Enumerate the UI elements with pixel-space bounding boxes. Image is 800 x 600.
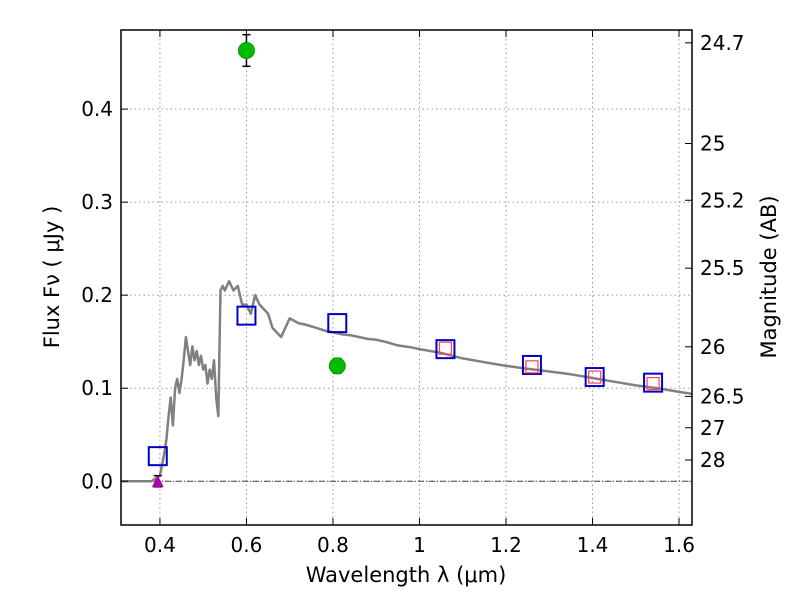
model-spectrum [121,279,693,483]
data-layer [121,33,693,488]
right-tick-label: 28 [700,448,725,472]
right-tick-label: 25 [700,132,725,156]
x-tick-label: 0.6 [231,533,263,557]
y-tick-label: 0.2 [81,283,113,307]
observed-point [438,341,453,355]
model-point [147,446,168,467]
observed-point [525,360,539,374]
model-synthetic-photometry [147,305,664,467]
plot-frame [120,29,693,526]
model-point [521,354,542,375]
detection-point [328,357,346,375]
y-tick-label: 0.3 [81,190,113,214]
upper-limit [151,474,164,488]
y-tick-label: 0.1 [81,376,113,400]
x-tick-label: 1.4 [577,533,609,557]
x-tick-label: 0.8 [317,533,349,557]
observed-point [646,376,660,391]
model-point [435,339,456,360]
observed-photometry [438,341,660,391]
right-axis-label: Magnitude (AB) [757,195,781,358]
y-axis-label: Flux Fν ( μJy ) [40,206,64,349]
y-tick-label: 0.0 [81,469,113,493]
x-axis-label: Wavelength λ (μm) [306,563,507,587]
model-point [643,372,664,393]
model-point [236,305,257,326]
right-tick-label: 25.5 [700,256,745,280]
right-tick-label: 25.2 [700,188,745,212]
x-tick-label: 1.2 [490,533,522,557]
detection-point [237,41,255,59]
model-point [584,367,605,388]
axes-ticks: 0.4 0.6 0.8 1 1.2 1.4 1.6 0.0 0.1 0.2 0.3 0.4 24.7 25… [81,30,745,557]
model-point [327,313,348,334]
x-tick-label: 0.4 [144,533,176,557]
upper-limit-point [151,475,164,488]
right-tick-label: 27 [700,416,725,440]
x-tick-label: 1.6 [663,533,695,557]
measured-detections [237,33,346,375]
right-tick-label: 26.5 [700,384,745,408]
x-tick-label: 1 [413,533,426,557]
right-tick-label: 24.7 [700,31,745,55]
right-tick-label: 26 [700,335,725,359]
spectrum-line [121,279,693,483]
y-tick-label: 0.4 [81,97,113,121]
observed-point [588,370,602,384]
